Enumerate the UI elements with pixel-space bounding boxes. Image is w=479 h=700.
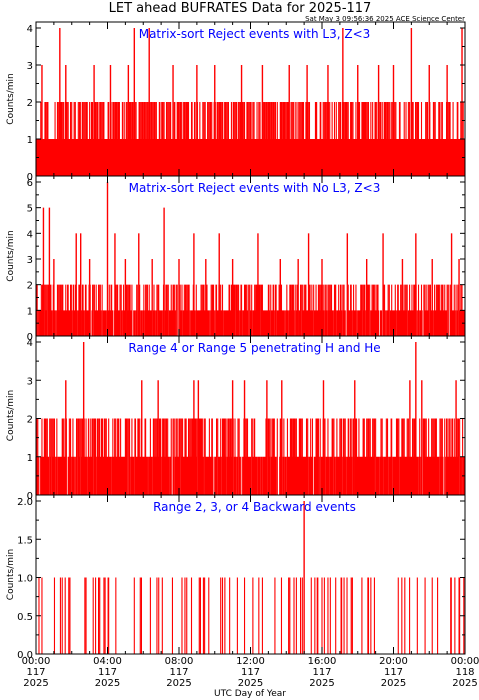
- y-tick-label: 0: [27, 172, 33, 183]
- y-tick-label: 3: [27, 376, 33, 387]
- x-tick-label: 118: [455, 667, 474, 678]
- panel-title: Range 2, 3, or 4 Backward events: [153, 500, 356, 514]
- x-tick-label: 00:00: [22, 656, 51, 667]
- x-tick-label: 2025: [309, 678, 334, 689]
- y-axis-label: Counts/min: [6, 73, 16, 124]
- y-tick-label: 4: [27, 338, 33, 349]
- y-tick-label: 6: [27, 178, 33, 189]
- y-tick-label: 3: [27, 61, 33, 72]
- panel-frame: [35, 494, 466, 655]
- x-tick-label: 117: [312, 667, 331, 678]
- x-tick-label: 117: [169, 667, 188, 678]
- y-tick-label: 1: [27, 453, 33, 464]
- y-tick-label: 0.5: [17, 612, 33, 623]
- y-axis-label: Counts/min: [6, 549, 16, 600]
- x-tick-label: 2025: [23, 678, 48, 689]
- y-tick-label: 4: [27, 229, 33, 240]
- x-tick-label: 00:00: [451, 656, 479, 667]
- x-tick-label: 117: [241, 667, 260, 678]
- x-axis-label: UTC Day of Year: [214, 689, 286, 699]
- panel-title: Matrix-sort Reject events with L3, Z<3: [139, 27, 371, 41]
- x-tick-label: 2025: [166, 678, 191, 689]
- y-tick-label: 5: [27, 204, 33, 215]
- chart-panel-1: 0 1 2 3 4 Counts/min Matrix-sort Reject events…: [6, 21, 466, 183]
- data-baseline-1: [35, 102, 465, 176]
- data-baseline-4: [38, 577, 465, 654]
- x-tick-label: 117: [384, 667, 403, 678]
- x-tick-label: 04:00: [93, 656, 122, 667]
- y-tick-label: 1.5: [17, 535, 33, 546]
- panel-title: Matrix-sort Reject events with No L3, Z<…: [129, 181, 381, 195]
- y-tick-label: 1: [27, 135, 33, 146]
- y-tick-label: 2: [27, 281, 33, 292]
- chart-panel-3: 0 1 2 3 4 Counts/min Range 4 or Range 5 penetr…: [6, 335, 466, 502]
- x-axis-tick-labels: 00:00117202504:00117202508:00117202512:0…: [22, 656, 479, 689]
- x-tick-label: 16:00: [308, 656, 337, 667]
- panel-title: Range 4 or Range 5 penetrating H and He: [128, 341, 380, 355]
- chart-panel-2: 0 1 2 3 4 5 6 Counts/min Matrix-sort Reject even…: [6, 175, 466, 343]
- data-baseline-3: [35, 418, 465, 495]
- x-tick-label: 2025: [238, 678, 263, 689]
- x-tick-label: 08:00: [165, 656, 194, 667]
- figure-title: LET ahead BUFRATES Data for 2025-117: [109, 1, 372, 16]
- data-baseline-2: [35, 284, 465, 336]
- x-tick-label: 117: [26, 667, 45, 678]
- y-tick-label: 4: [27, 24, 33, 35]
- chart-panel-4: 0.0 0.5 1.0 1.5 2.0 Counts/min Range 2, 3, or …: [6, 494, 466, 661]
- y-tick-label: 2: [27, 98, 33, 109]
- y-tick-label: 0: [27, 332, 33, 343]
- y-tick-label: 3: [27, 255, 33, 266]
- y-tick-label: 1.0: [17, 574, 33, 585]
- timestamp: Sat May 3 09:56:36 2025 ACE Science Cent…: [305, 15, 465, 23]
- x-tick-label: 2025: [452, 678, 477, 689]
- y-axis-label: Counts/min: [6, 230, 16, 281]
- y-axis-label: Counts/min: [6, 390, 16, 441]
- x-tick-label: 20:00: [379, 656, 408, 667]
- y-tick-label: 0: [27, 491, 33, 502]
- x-tick-label: 2025: [95, 678, 120, 689]
- panels: 0 1 2 3 4 Counts/min Matrix-sort Reject events…: [6, 21, 466, 661]
- y-tick-label: 1: [27, 306, 33, 317]
- x-tick-label: 2025: [381, 678, 406, 689]
- y-tick-label: 0.0: [17, 650, 33, 661]
- y-tick-label: 2.0: [17, 497, 33, 508]
- x-tick-label: 117: [98, 667, 117, 678]
- y-tick-label: 2: [27, 415, 33, 426]
- x-tick-label: 12:00: [236, 656, 265, 667]
